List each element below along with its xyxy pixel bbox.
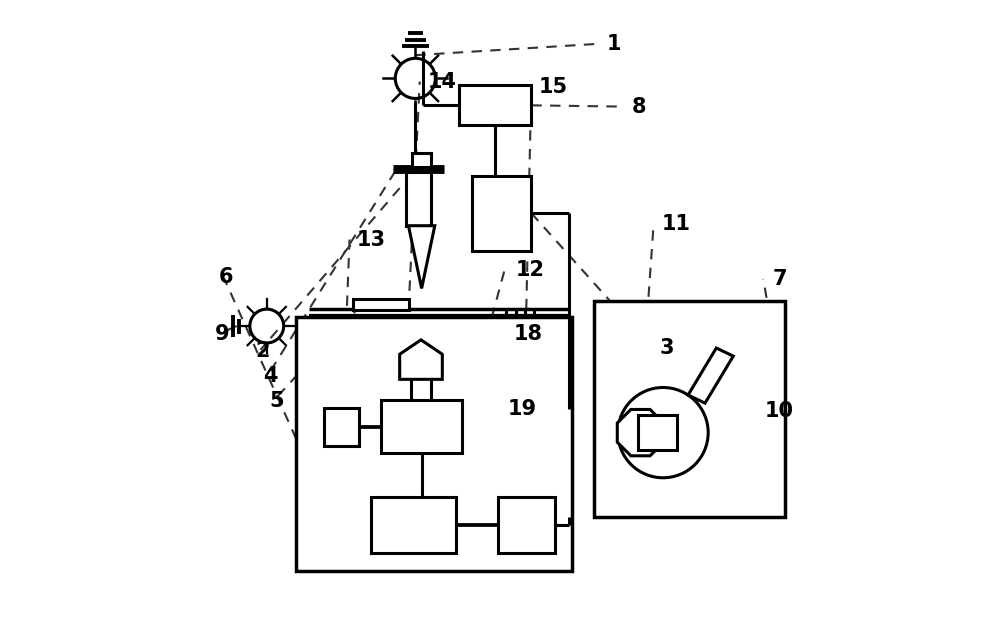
Text: 6: 6 [219, 267, 234, 287]
Bar [472, 176, 531, 251]
Text: 14: 14 [428, 71, 457, 92]
Text: 18: 18 [514, 324, 543, 344]
Text: 13: 13 [357, 229, 386, 250]
Bar [371, 497, 456, 553]
Text: 12: 12 [516, 260, 545, 280]
Polygon shape [408, 226, 435, 288]
Bar [638, 415, 677, 450]
Text: 4: 4 [263, 366, 277, 386]
Text: 2: 2 [255, 341, 270, 361]
Text: 3: 3 [660, 338, 674, 358]
Text: 7: 7 [773, 269, 787, 289]
Bar [459, 85, 531, 125]
Bar [412, 153, 431, 167]
Text: 10: 10 [765, 401, 794, 421]
Text: 9: 9 [215, 324, 229, 344]
Text: 15: 15 [539, 76, 568, 97]
Text: 5: 5 [269, 391, 284, 411]
Polygon shape [688, 348, 733, 403]
Bar [498, 497, 555, 553]
Text: 11: 11 [662, 214, 691, 234]
Text: 19: 19 [508, 399, 537, 419]
Text: 8: 8 [632, 97, 646, 117]
Bar [324, 408, 359, 446]
Bar [381, 400, 462, 453]
Polygon shape [400, 340, 442, 379]
Bar [353, 299, 409, 310]
Bar [296, 317, 572, 571]
Bar [406, 172, 431, 226]
Text: 1: 1 [607, 34, 621, 54]
Bar [594, 301, 785, 517]
Polygon shape [617, 409, 664, 456]
